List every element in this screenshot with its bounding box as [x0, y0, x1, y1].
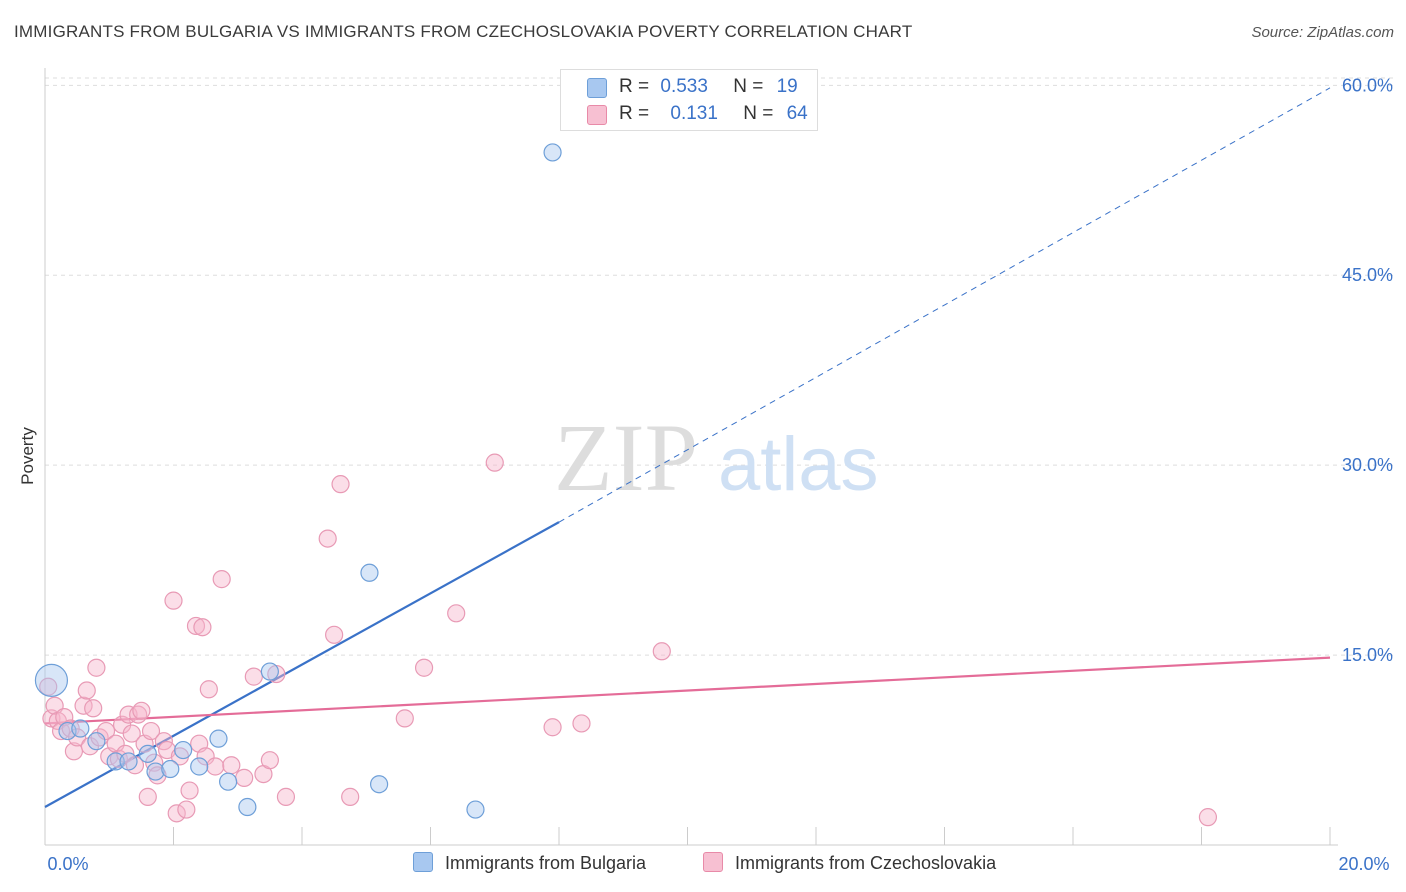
point-czechoslovakia: [77, 681, 96, 700]
point-czechoslovakia: [212, 570, 231, 589]
r-value-bulgaria: 0.533: [660, 76, 708, 97]
point-bulgaria: [34, 663, 69, 698]
point-czechoslovakia: [132, 701, 151, 720]
x-tick-label-min: 0.0%: [47, 854, 88, 874]
point-bulgaria: [138, 744, 157, 763]
point-czechoslovakia: [325, 625, 344, 644]
legend-swatch-czechoslovakia: [703, 852, 723, 872]
legend-item-bulgaria: Immigrants from Bulgaria: [413, 852, 646, 874]
point-czechoslovakia: [167, 804, 186, 823]
watermark: ZIP atlas: [554, 404, 879, 511]
trend-line-bulgaria-extension: [558, 87, 1331, 523]
data-points: [34, 143, 1218, 827]
trend-line-bulgaria: [44, 521, 560, 808]
n-value-bulgaria: 19: [776, 76, 798, 97]
point-bulgaria: [87, 732, 106, 751]
point-bulgaria: [106, 752, 125, 771]
point-czechoslovakia: [331, 475, 350, 494]
grid-lines: [45, 77, 1395, 656]
point-bulgaria: [71, 719, 90, 738]
point-bulgaria: [370, 775, 389, 794]
y-axis-label: Poverty: [18, 427, 37, 485]
point-czechoslovakia: [177, 800, 196, 819]
point-bulgaria: [161, 759, 180, 779]
point-bulgaria: [260, 662, 279, 681]
point-bulgaria: [146, 762, 165, 781]
point-czechoslovakia: [485, 453, 504, 472]
point-bulgaria: [219, 772, 238, 791]
point-czechoslovakia: [64, 742, 84, 761]
point-bulgaria: [238, 797, 257, 817]
legend-swatch-bulgaria: [587, 78, 607, 98]
point-czechoslovakia: [543, 718, 562, 737]
legend-label-czechoslovakia: Immigrants from Czechoslovakia: [735, 853, 997, 873]
point-bulgaria: [119, 752, 138, 771]
source-label: Source: ZipAtlas.com: [1251, 24, 1394, 41]
point-czechoslovakia: [122, 724, 141, 743]
n-label: N =: [743, 103, 774, 124]
point-czechoslovakia: [1198, 808, 1218, 827]
point-czechoslovakia: [141, 721, 161, 741]
point-czechoslovakia: [235, 768, 254, 787]
trend-lines: [44, 87, 1331, 808]
point-czechoslovakia: [341, 787, 360, 806]
legend-label-bulgaria: Immigrants from Bulgaria: [445, 853, 647, 873]
point-bulgaria: [209, 729, 228, 748]
point-czechoslovakia: [447, 604, 466, 623]
y-tick-label: 45.0%: [1342, 265, 1393, 285]
r-label: R =: [619, 103, 650, 124]
point-czechoslovakia: [276, 787, 296, 806]
point-czechoslovakia: [180, 781, 199, 800]
point-czechoslovakia: [260, 751, 279, 770]
point-czechoslovakia: [244, 667, 263, 686]
point-bulgaria: [174, 740, 193, 760]
point-czechoslovakia: [414, 658, 434, 677]
trend-line-czechoslovakia: [44, 656, 1331, 725]
point-czechoslovakia: [206, 757, 225, 776]
chart-title: IMMIGRANTS FROM BULGARIA VS IMMIGRANTS F…: [14, 22, 913, 41]
y-tick-label: 30.0%: [1342, 455, 1393, 475]
point-czechoslovakia: [652, 642, 671, 661]
axes: 15.0% 30.0% 45.0% 60.0% 0.0% 20.0%: [44, 68, 1393, 874]
point-czechoslovakia: [138, 787, 157, 806]
r-value-czechoslovakia: 0.131: [670, 103, 718, 124]
point-czechoslovakia: [222, 756, 241, 775]
point-czechoslovakia: [39, 677, 58, 696]
watermark-atlas: atlas: [718, 422, 879, 507]
point-bulgaria: [360, 563, 379, 582]
watermark-zip: ZIP: [554, 404, 698, 511]
point-czechoslovakia: [55, 708, 74, 727]
point-czechoslovakia: [87, 658, 106, 677]
point-czechoslovakia: [199, 680, 218, 699]
point-czechoslovakia: [318, 529, 337, 548]
point-czechoslovakia: [395, 709, 414, 728]
point-bulgaria: [190, 757, 209, 776]
point-czechoslovakia: [61, 719, 80, 738]
n-label: N =: [733, 76, 764, 97]
x-tick-label-max: 20.0%: [1338, 854, 1389, 874]
point-czechoslovakia: [572, 714, 591, 733]
y-tick-label: 60.0%: [1342, 75, 1393, 95]
point-czechoslovakia: [84, 699, 103, 718]
point-bulgaria: [543, 143, 562, 162]
point-czechoslovakia: [193, 618, 212, 637]
legend-item-czechoslovakia: Immigrants from Czechoslovakia: [703, 852, 996, 874]
legend-swatch-czechoslovakia: [587, 105, 607, 125]
y-tick-label: 15.0%: [1342, 645, 1393, 665]
legend-swatch-bulgaria: [413, 852, 433, 872]
stats-legend: R = 0.533 N = 19 R = 0.131 N = 64: [560, 69, 818, 131]
point-czechoslovakia: [186, 616, 206, 636]
r-label: R =: [619, 76, 650, 97]
n-value-czechoslovakia: 64: [786, 103, 808, 124]
point-czechoslovakia: [164, 591, 183, 610]
point-bulgaria: [466, 800, 485, 819]
